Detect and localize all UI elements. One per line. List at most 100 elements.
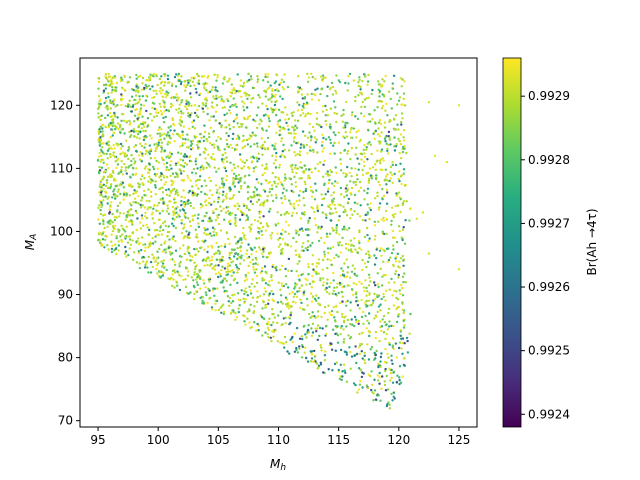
data-point — [233, 88, 236, 92]
data-point — [251, 160, 254, 163]
data-point — [298, 347, 301, 350]
data-point — [255, 296, 259, 300]
data-point — [336, 282, 339, 285]
data-point — [203, 130, 207, 134]
data-point — [358, 241, 361, 245]
data-point — [299, 143, 303, 146]
data-point — [223, 166, 226, 169]
data-point — [116, 210, 119, 213]
data-point — [192, 279, 195, 282]
data-point — [145, 223, 148, 227]
data-point — [391, 163, 394, 167]
data-point — [399, 175, 403, 178]
data-point — [274, 166, 278, 169]
data-point — [190, 112, 193, 115]
data-point — [369, 208, 372, 212]
data-point — [347, 248, 350, 252]
data-point — [157, 218, 161, 221]
data-point — [151, 253, 154, 256]
data-point — [199, 175, 202, 178]
data-point — [205, 89, 208, 92]
data-point — [217, 167, 220, 170]
data-point — [114, 160, 118, 163]
data-point — [266, 148, 270, 151]
data-point — [164, 115, 167, 119]
data-point — [382, 331, 386, 334]
data-point — [316, 315, 320, 318]
data-point — [249, 195, 252, 198]
data-point — [145, 86, 148, 90]
data-point — [217, 264, 220, 267]
y-tick-label: 120 — [50, 98, 73, 112]
data-point — [225, 112, 229, 115]
data-point — [211, 210, 215, 213]
data-point — [105, 104, 109, 108]
data-point — [144, 211, 147, 215]
data-point — [113, 227, 117, 231]
data-point — [216, 214, 219, 217]
data-point — [224, 126, 227, 129]
data-point — [104, 238, 107, 241]
data-point — [366, 213, 369, 216]
data-point — [267, 125, 271, 128]
data-point — [373, 131, 376, 134]
data-point — [106, 175, 110, 178]
data-point — [219, 273, 222, 276]
data-point — [266, 75, 269, 79]
data-point — [133, 114, 137, 117]
data-point — [186, 174, 189, 178]
data-point — [342, 126, 345, 129]
data-point — [383, 249, 386, 253]
data-point — [204, 157, 207, 160]
data-point — [315, 189, 318, 192]
data-point — [146, 226, 149, 229]
data-point — [367, 273, 371, 276]
data-point — [131, 105, 135, 108]
data-point — [346, 318, 350, 322]
data-point — [188, 189, 191, 193]
data-point — [291, 341, 294, 344]
data-point — [254, 134, 257, 137]
data-point — [236, 268, 239, 271]
data-point — [205, 161, 209, 164]
data-point — [400, 182, 403, 186]
data-point — [334, 349, 337, 352]
data-point — [369, 374, 372, 378]
data-point — [274, 108, 277, 111]
data-point — [358, 215, 362, 218]
data-point — [139, 221, 142, 224]
data-point — [357, 168, 360, 171]
data-point — [202, 75, 206, 78]
data-point — [280, 137, 284, 140]
data-point — [170, 276, 173, 280]
data-point — [220, 256, 224, 259]
data-point — [388, 341, 391, 345]
data-point — [258, 96, 261, 99]
data-point — [290, 245, 293, 248]
data-point — [146, 208, 149, 211]
data-point — [270, 290, 273, 293]
data-point — [314, 182, 317, 185]
data-point — [231, 269, 234, 272]
data-point — [394, 212, 397, 216]
data-point — [162, 158, 165, 162]
data-point — [345, 325, 348, 328]
data-point — [351, 323, 354, 326]
data-point — [212, 131, 215, 134]
data-point — [357, 367, 361, 370]
data-point — [387, 152, 390, 155]
data-point — [373, 109, 376, 112]
data-point — [119, 212, 122, 215]
data-point — [368, 331, 371, 334]
data-point — [358, 307, 361, 310]
data-point — [397, 265, 400, 268]
data-point — [167, 188, 170, 191]
data-point — [305, 356, 308, 360]
data-point — [334, 207, 337, 210]
data-point — [335, 229, 338, 232]
colorbar-tick-label: 0.9924 — [528, 407, 570, 421]
data-point — [243, 301, 246, 305]
data-point — [348, 346, 351, 349]
data-point — [169, 200, 172, 203]
data-point — [180, 222, 183, 225]
